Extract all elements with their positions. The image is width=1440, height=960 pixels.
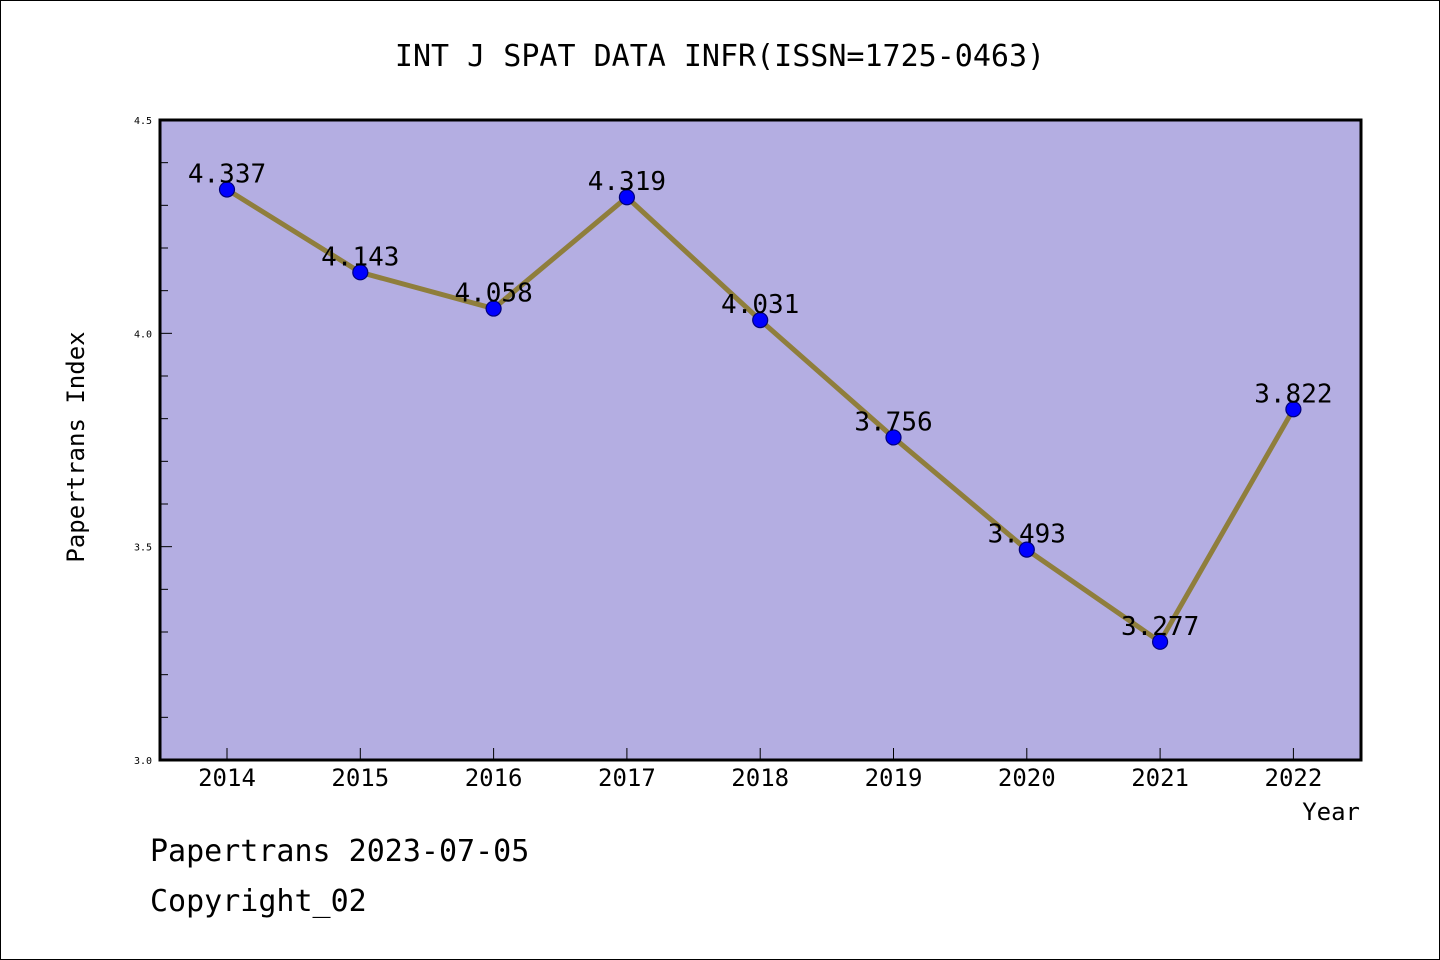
data-label: 3.756 <box>854 407 932 437</box>
y-axis: 3.0 3.5 4.0 4.5 <box>134 116 172 767</box>
data-point <box>485 300 502 317</box>
data-point <box>885 429 902 446</box>
data-label: 4.031 <box>721 290 799 320</box>
y-tick-label: 3.0 <box>134 756 152 767</box>
data-points <box>218 181 1302 650</box>
data-label: 4.319 <box>588 167 666 197</box>
data-label: 4.143 <box>321 242 399 272</box>
footer-copyright: Copyright_02 <box>150 884 367 919</box>
x-tick-label: 2020 <box>998 764 1056 792</box>
data-point <box>352 264 369 281</box>
x-tick-label: 2014 <box>198 764 256 792</box>
x-tick-label: 2015 <box>331 764 389 792</box>
data-point <box>1018 541 1035 558</box>
data-point <box>1151 633 1169 650</box>
data-label: 3.493 <box>988 520 1066 550</box>
y-axis-title: Papertrans Index <box>62 331 90 562</box>
x-tick-label: 2022 <box>1265 764 1323 792</box>
x-tick-label: 2016 <box>465 764 523 792</box>
data-label: 4.337 <box>188 160 266 190</box>
data-label: 3.822 <box>1254 379 1332 409</box>
data-point <box>752 312 769 329</box>
x-tick-label: 2019 <box>865 764 923 792</box>
data-point <box>218 181 236 198</box>
data-point <box>618 189 636 206</box>
data-label: 4.058 <box>454 279 532 309</box>
data-point <box>1285 401 1302 418</box>
x-axis: 2014 2015 2016 2017 2018 2019 2020 2021 2022 <box>198 748 1322 792</box>
x-tick-label: 2018 <box>731 764 789 792</box>
data-labels: 4.337 4.143 4.058 4.319 4.031 3.756 3.493 3.277… <box>188 160 1333 642</box>
plot-area <box>158 118 1363 762</box>
x-axis-title: Year <box>1302 798 1360 826</box>
y-tick-label: 4.0 <box>134 329 152 340</box>
x-tick-label: 2017 <box>598 764 656 792</box>
x-tick-label: 2021 <box>1131 764 1189 792</box>
y-tick-label: 4.5 <box>134 116 152 127</box>
chart-title: INT J SPAT DATA INFR(ISSN=1725-0463) <box>395 39 1045 74</box>
footer-date: Papertrans 2023-07-05 <box>150 834 530 869</box>
y-tick-label: 3.5 <box>134 543 152 554</box>
data-label: 3.277 <box>1121 612 1199 642</box>
